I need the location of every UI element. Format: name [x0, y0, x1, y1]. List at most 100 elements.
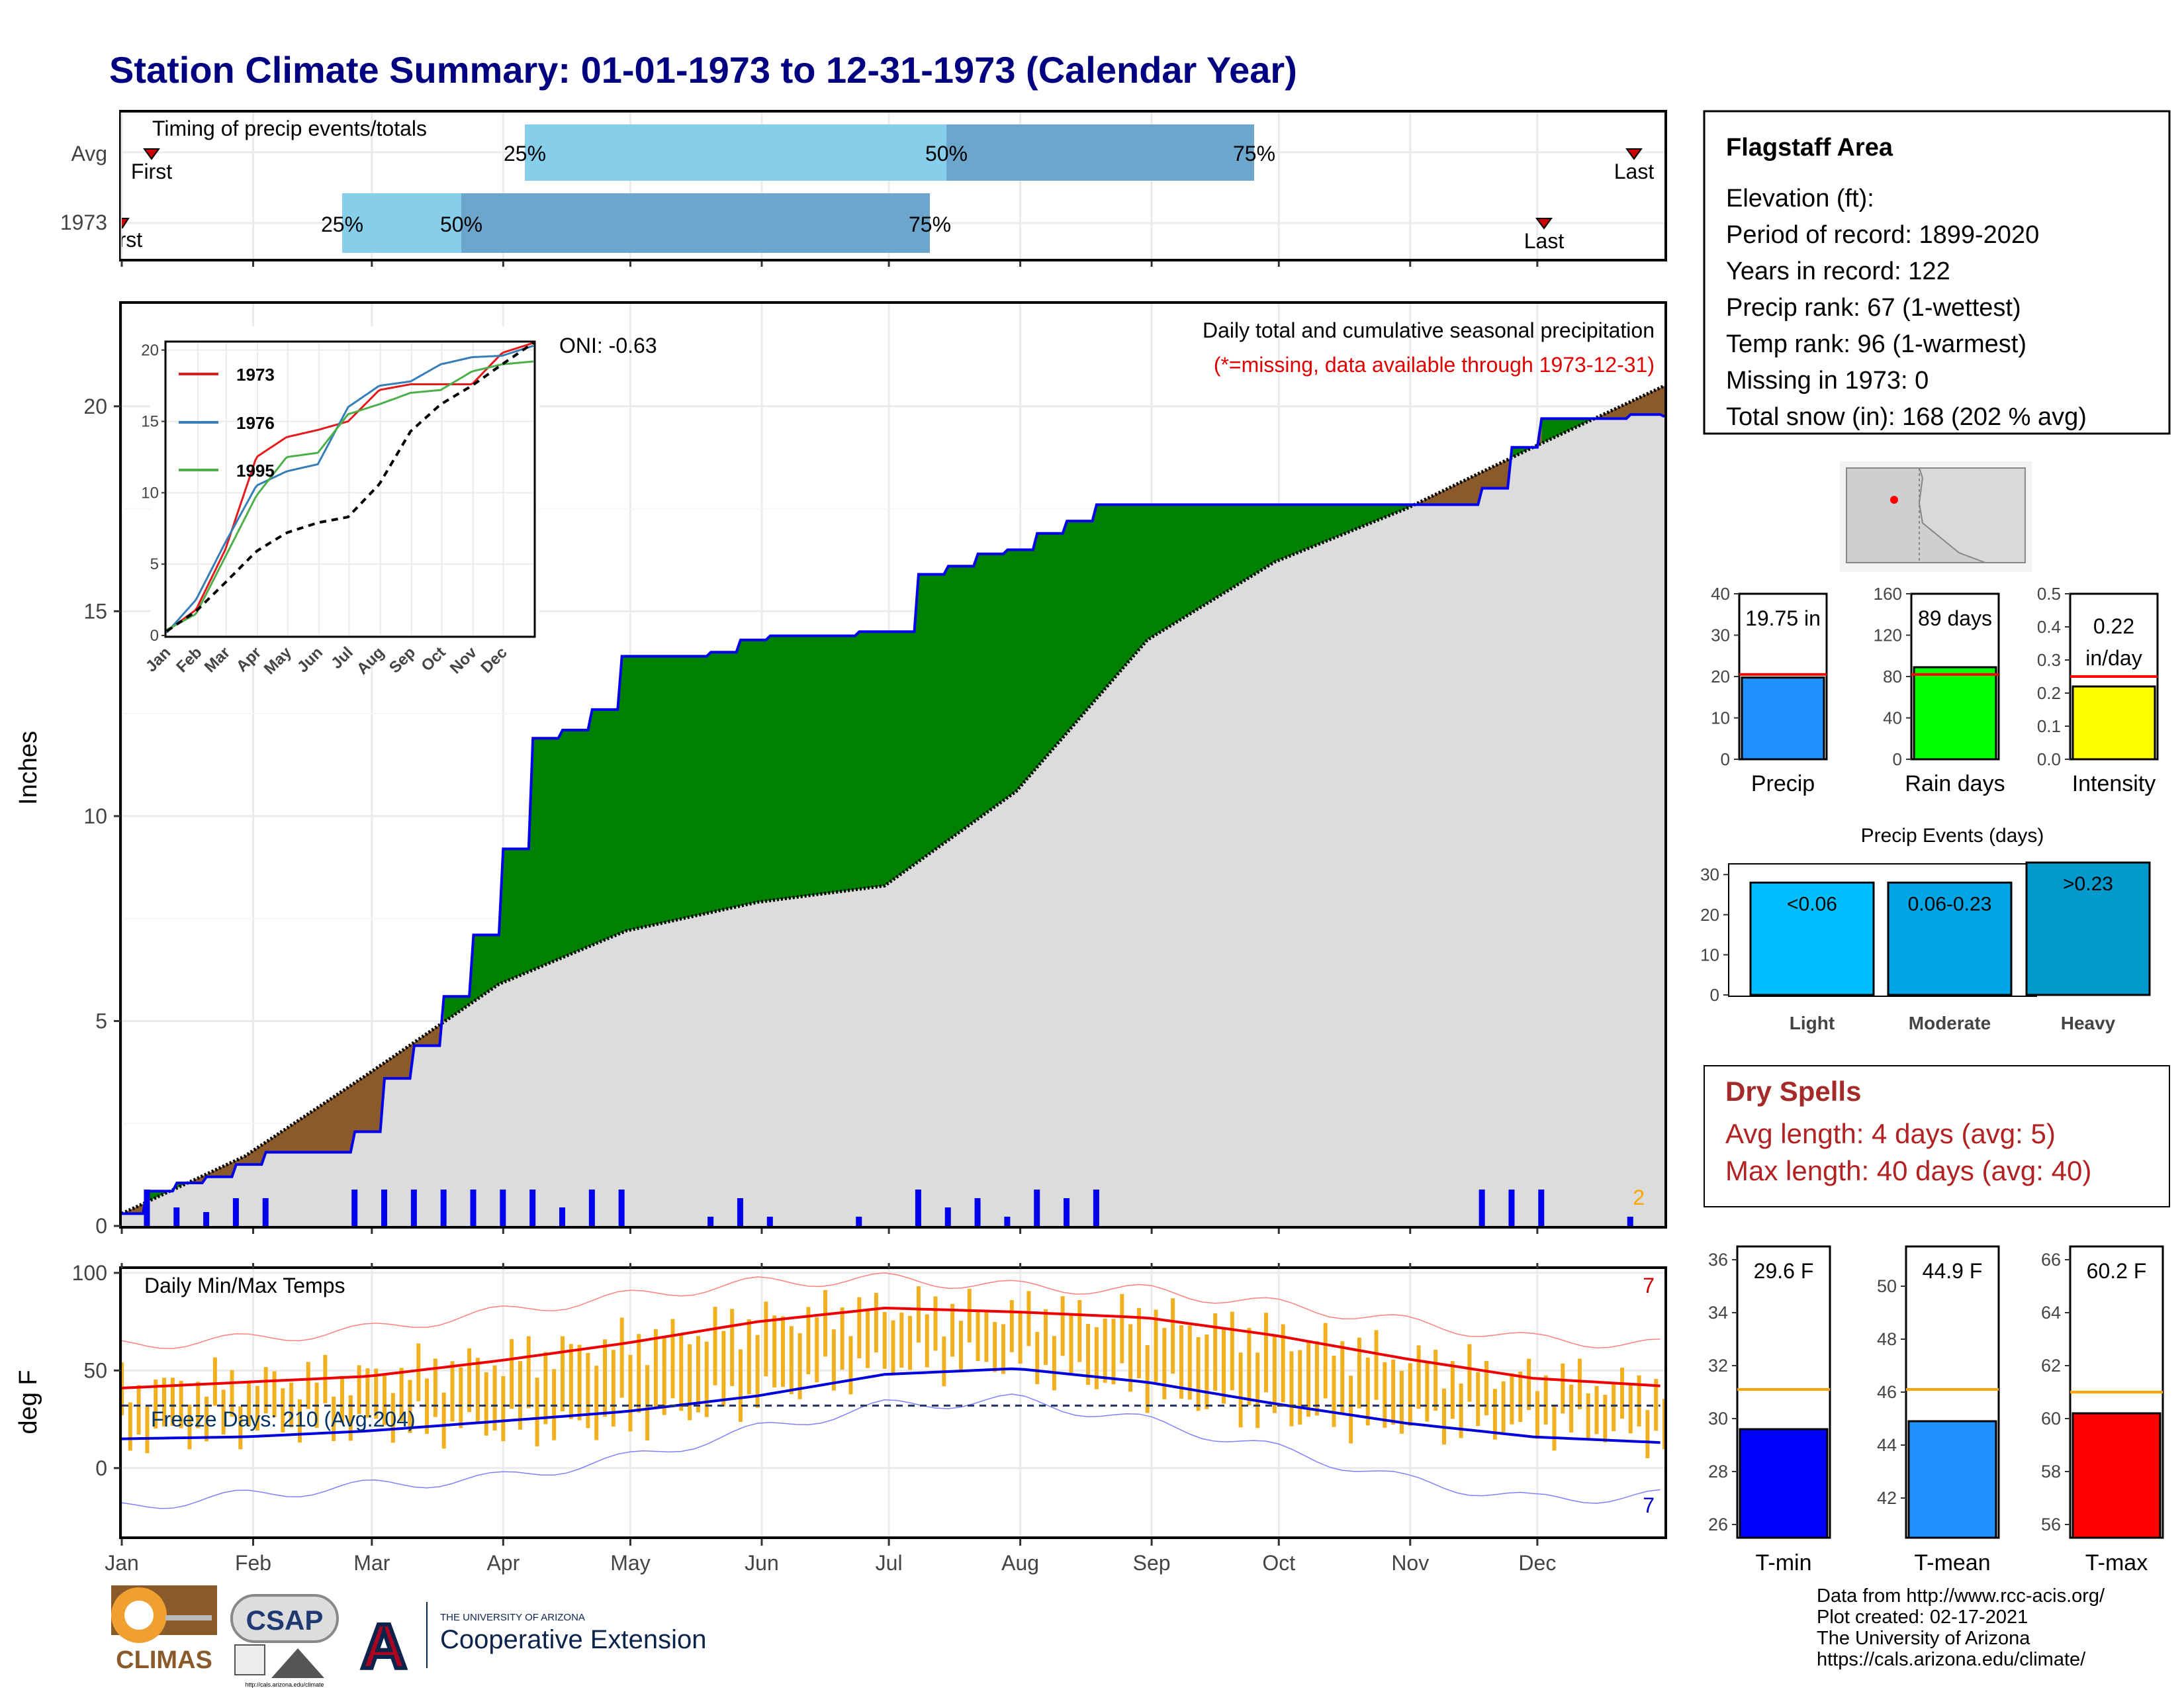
mini-bar-ytick: 0.2 [2037, 683, 2061, 703]
daily-precip-bar [173, 1207, 180, 1226]
daily-temp-bar [247, 1380, 251, 1427]
precip-ytick: 15 [83, 599, 107, 623]
station-info-box: Flagstaff Area Elevation (ft): Period of … [1703, 110, 2171, 435]
daily-temp-bar [942, 1336, 946, 1387]
daily-temp-bar [1120, 1293, 1124, 1364]
daily-temp-bar [1654, 1379, 1659, 1431]
daily-temp-bar [984, 1311, 989, 1362]
precip-legend-title: Daily total and cumulative seasonal prec… [1203, 318, 1655, 342]
timing-avg-bar-high [946, 124, 1254, 181]
station-name: Flagstaff Area [1726, 134, 1893, 162]
month-tick: Aug [1001, 1551, 1039, 1575]
daily-temp-bar [1255, 1352, 1260, 1429]
daily-temp-bar [179, 1380, 183, 1429]
temp-bar-ytick: 26 [1708, 1515, 1728, 1534]
temp-bar-ytick: 58 [2041, 1462, 2061, 1481]
month-tick: Dec [1518, 1551, 1556, 1575]
station-info-line: Period of record: 1899-2020 [1726, 221, 2039, 249]
daily-temp-bar [1569, 1384, 1574, 1433]
daily-temp-bar [1136, 1307, 1141, 1379]
climas-logo: CLIMAS [111, 1585, 217, 1674]
event-bar-label: 0.06-0.23 [1908, 893, 1992, 915]
daily-temp-bar [348, 1395, 353, 1441]
mini-bar-value-label: in/day [2085, 646, 2142, 670]
footer-line-3: The University of Arizona [1817, 1628, 2030, 1649]
dry-spells-box: Dry Spells Avg length: 4 days (avg: 5) M… [1704, 1065, 2170, 1207]
timing-year-p25: 25% [321, 212, 363, 236]
daily-temp-bar [1594, 1385, 1599, 1434]
timing-avg-p25: 25% [504, 142, 546, 165]
oni-label: ONI: -0.63 [559, 334, 657, 357]
timing-row-avg-label: Avg [71, 142, 107, 165]
daily-temp-bar [263, 1367, 268, 1414]
daily-precip-bar [470, 1190, 477, 1226]
daily-temp-bar [1009, 1299, 1014, 1352]
ua-small-text: THE UNIVERSITY OF ARIZONA [440, 1612, 585, 1623]
daily-temp-bar [1628, 1383, 1633, 1434]
daily-temp-bar [136, 1385, 141, 1435]
daily-temp-bar [475, 1358, 480, 1422]
average-cumulative-area [122, 385, 1664, 1226]
daily-temp-bar [933, 1296, 938, 1351]
temp-bar-ytick: 30 [1708, 1409, 1728, 1429]
footer-line-1: Data from http://www.rcc-acis.org/ [1817, 1585, 2105, 1607]
daily-temp-bar [1035, 1332, 1040, 1384]
csap-logo-text: CSAP [246, 1605, 324, 1636]
event-bar-moderate [1887, 881, 2013, 996]
mini-bar-ytick: 10 [1711, 708, 1730, 728]
daily-precip-bar [559, 1207, 565, 1226]
event-bar-heavy [2025, 861, 2151, 996]
daily-temp-bar [1365, 1357, 1370, 1426]
precip-ylabel: Inches [15, 731, 42, 805]
daily-temp-bar [764, 1301, 768, 1377]
month-tick: Jul [876, 1551, 903, 1575]
footer: CLIMAS CSAP http://cals.arizona.edu/clim… [111, 1585, 2105, 1688]
mini-bar-name: Intensity [2072, 771, 2156, 796]
month-tick: May [610, 1551, 650, 1575]
daily-temp-bar [212, 1357, 217, 1406]
mini-bar-ytick: 0 [1893, 749, 1902, 769]
daily-temp-bar [1281, 1324, 1285, 1403]
daily-temp-bar [1476, 1372, 1480, 1427]
temp-ytick: 50 [83, 1358, 107, 1382]
mini-bar-value-label: 19.75 in [1745, 606, 1821, 630]
daily-temp-bar [205, 1396, 209, 1442]
daily-precip-bar [737, 1198, 743, 1226]
daily-temp-bar [1637, 1375, 1641, 1427]
daily-precip-bar [1004, 1217, 1011, 1226]
daily-temp-bar [1289, 1351, 1294, 1427]
precip-corner-count: 2 [1633, 1186, 1645, 1209]
temp-panel-label: Daily Min/Max Temps [144, 1274, 345, 1297]
daily-temp-bar [1060, 1296, 1065, 1356]
daily-temp-bar [433, 1358, 437, 1417]
daily-temp-bar [713, 1307, 717, 1385]
month-tick: Apr [486, 1551, 520, 1575]
station-info-line: Total snow (in): 168 (202 % avg) [1726, 403, 2087, 431]
precip-ytick: 5 [95, 1009, 107, 1033]
daily-temp-bar [1238, 1352, 1243, 1428]
month-tick: Jan [105, 1551, 139, 1575]
temp-bar-name: T-min [1756, 1550, 1812, 1575]
mini-bar-ytick: 0 [1721, 749, 1730, 769]
temp-bar-value-label: 44.9 F [1923, 1259, 1983, 1283]
daily-temp-bar [441, 1392, 446, 1449]
daily-temp-bar [1586, 1393, 1590, 1441]
daily-temp-bar [1145, 1345, 1150, 1413]
daily-precip-bar [1064, 1198, 1070, 1226]
inset-ytick: 20 [141, 342, 159, 359]
temp-ylabel: deg F [15, 1370, 42, 1434]
mini-bar-ytick: 120 [1874, 626, 1902, 645]
month-tick: Feb [235, 1551, 271, 1575]
daily-temp-bar [1018, 1312, 1023, 1364]
temp-bar-t-min [1739, 1428, 1829, 1539]
precip-ytick: 20 [83, 395, 107, 418]
daily-temp-bar [594, 1366, 599, 1440]
mini-bar-value-label: 89 days [1918, 606, 1992, 630]
station-info-line: Years in record: 122 [1726, 258, 1950, 285]
station-info-line: Elevation (ft): [1726, 185, 1874, 212]
daily-temp-bar [399, 1368, 404, 1421]
daily-temp-bar [1399, 1370, 1404, 1434]
daily-temp-bar [1374, 1330, 1379, 1400]
daily-temp-bar [806, 1307, 811, 1375]
daily-temp-bar [1552, 1404, 1557, 1451]
